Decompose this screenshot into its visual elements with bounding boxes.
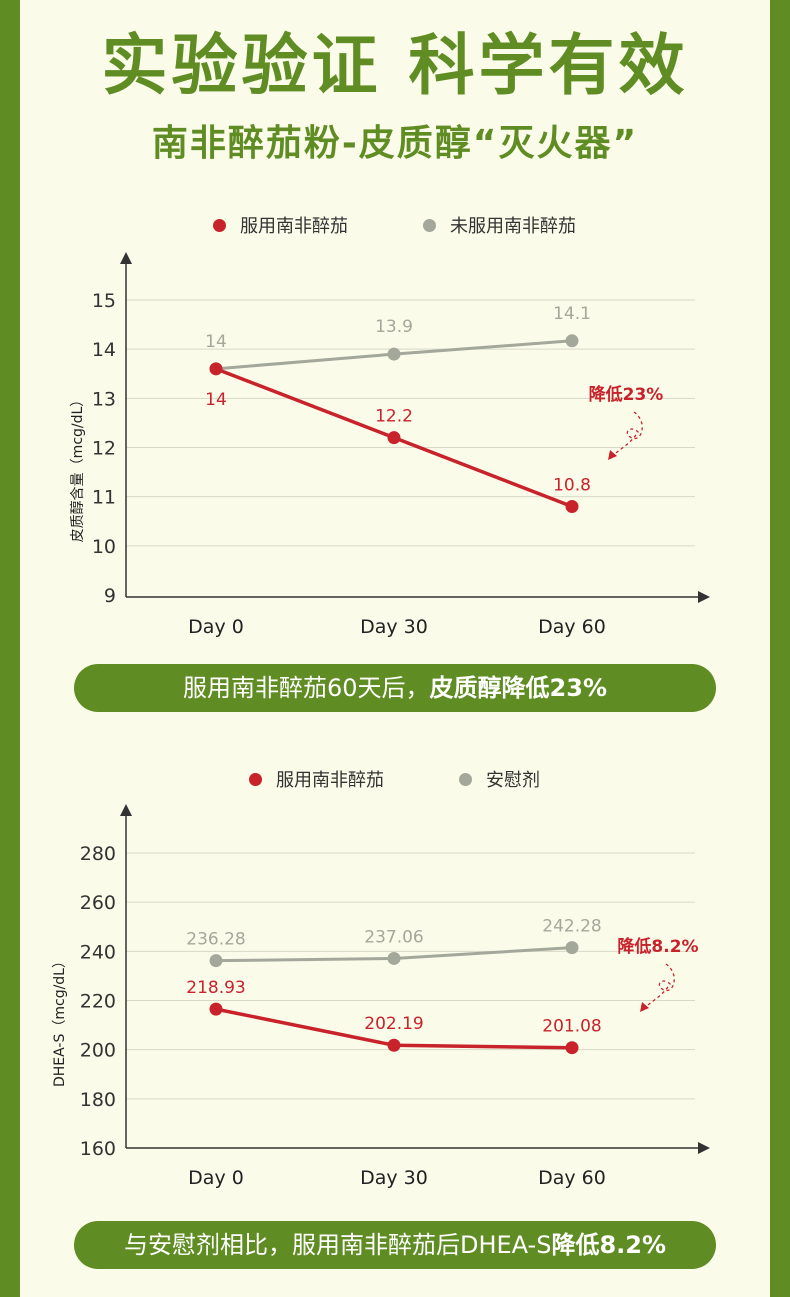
chart1: 9 10 11 12 13 14 15 Day 0 Day 30 Day 60 皮质醇含量（mcg/… (69, 252, 710, 638)
series-gray-point (565, 941, 579, 955)
y-tick-label: 11 (92, 487, 116, 509)
y-tick-label: 280 (80, 843, 116, 865)
curly-arrow-icon (643, 963, 675, 1009)
y-axis-label: 皮质醇含量（mcg/dL） (69, 393, 86, 543)
y-tick-label: 12 (92, 438, 116, 460)
red-dot-icon (249, 772, 262, 786)
arrow-head-icon (640, 1002, 649, 1012)
y-tick-label: 240 (80, 941, 116, 963)
reduction-annotation: 降低8.2% (617, 936, 698, 957)
x-axis-arrow-icon (698, 591, 710, 603)
chart2-legend-gray: 安慰剂 (459, 766, 540, 792)
series-red-point (387, 1038, 401, 1052)
series-gray-point (387, 951, 401, 965)
banner-cortisol: 服用南非醉茄60天后，皮质醇降低23% (74, 664, 716, 712)
series-red-data-label: 12.2 (375, 407, 413, 427)
series-red-point (209, 1002, 223, 1016)
gray-dot-icon (459, 772, 472, 786)
series-red-point (565, 1041, 579, 1055)
banner-cortisol-text: 服用南非醉茄60天后， (183, 674, 430, 702)
y-axis-arrow-icon (120, 804, 132, 816)
series-red-point (565, 500, 579, 513)
series-gray-data-label: 14 (205, 332, 227, 352)
banner-dhea: 与安慰剂相比，服用南非醉茄后DHEA-S降低8.2% (74, 1221, 716, 1269)
y-tick-label: 220 (80, 991, 116, 1013)
page-title: 实验验证 科学有效 (101, 27, 689, 104)
y-tick-label: 14 (92, 339, 116, 361)
banner-cortisol-highlight: 皮质醇降低23% (429, 674, 607, 702)
chart1-legend-gray: 未服用南非醉茄 (423, 212, 576, 238)
curly-arrow-icon (611, 411, 643, 457)
arrow-head-icon (608, 450, 617, 460)
series-red-point (209, 362, 223, 376)
series-red-data-label: 14 (205, 390, 227, 410)
series-gray-data-label: 14.1 (553, 304, 591, 324)
x-tick-label: Day 60 (538, 616, 606, 638)
chart1-legend: 服用南非醉茄 未服用南非醉茄 (0, 212, 790, 242)
page-subtitle: 南非醉茄粉-皮质醇“灭火器” (151, 123, 639, 164)
x-axis-arrow-icon (698, 1142, 710, 1154)
left-border (0, 0, 20, 1297)
chart2-legend: 服用南非醉茄 安慰剂 (0, 766, 790, 796)
x-tick-label: Day 30 (360, 616, 428, 638)
series-gray-data-label: 237.06 (364, 927, 423, 947)
chart2-legend-gray-label: 安慰剂 (486, 770, 540, 791)
y-tick-label: 160 (80, 1138, 116, 1160)
right-border (770, 0, 790, 1297)
banner-dhea-highlight: 降低8.2% (551, 1231, 667, 1259)
chart2: 160 180 200 220 240 260 280 Day 0 Day 30 Day 60 DH… (52, 804, 710, 1189)
y-axis-arrow-icon (120, 252, 132, 264)
series-gray-point (387, 347, 401, 361)
x-tick-label: Day 0 (188, 1167, 244, 1189)
y-tick-label: 9 (104, 585, 116, 607)
y-axis-label: DHEA-S（mcg/dL） (52, 954, 68, 1087)
y-tick-label: 13 (92, 388, 116, 410)
y-tick-label: 10 (92, 536, 116, 558)
series-red-point (387, 431, 401, 445)
chart1-legend-gray-label: 未服用南非醉茄 (450, 216, 576, 237)
chart2-legend-red-label: 服用南非醉茄 (276, 770, 384, 791)
y-tick-label: 200 (80, 1040, 116, 1062)
series-red-data-label: 10.8 (553, 476, 591, 496)
chart2-legend-red: 服用南非醉茄 (249, 766, 384, 792)
y-tick-label: 15 (92, 290, 116, 312)
series-gray-data-label: 13.9 (375, 317, 413, 337)
chart1-legend-red-label: 服用南非醉茄 (240, 216, 348, 237)
series-red-data-label: 201.08 (542, 1017, 601, 1037)
x-tick-label: Day 60 (538, 1167, 606, 1189)
reduction-annotation: 降低23% (589, 384, 664, 405)
x-tick-label: Day 0 (188, 616, 244, 638)
series-gray-data-label: 242.28 (542, 917, 601, 937)
y-tick-label: 180 (80, 1089, 116, 1111)
x-tick-label: Day 30 (360, 1167, 428, 1189)
red-dot-icon (213, 218, 226, 232)
series-red-data-label: 202.19 (364, 1014, 423, 1034)
banner-dhea-text: 与安慰剂相比，服用南非醉茄后DHEA-S (123, 1231, 552, 1259)
gray-dot-icon (423, 218, 436, 232)
series-gray-point (565, 334, 579, 348)
y-tick-label: 260 (80, 892, 116, 914)
series-red-data-label: 218.93 (186, 978, 245, 998)
series-gray-point (209, 954, 223, 968)
chart1-legend-red: 服用南非醉茄 (213, 212, 348, 238)
series-gray-data-label: 236.28 (186, 930, 245, 950)
